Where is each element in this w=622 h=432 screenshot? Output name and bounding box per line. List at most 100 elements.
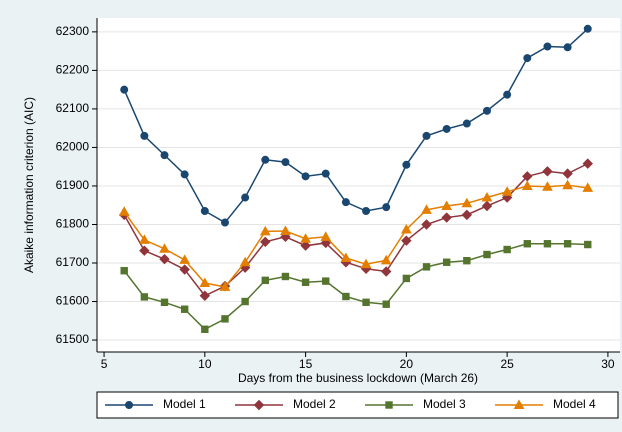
marker [542,166,553,177]
marker [120,85,129,94]
marker [523,54,532,63]
marker [543,240,552,248]
marker [442,124,451,133]
legend-marker [385,401,393,409]
marker [301,172,310,181]
legend-label: Model 1 [163,397,206,411]
x-tick-label: 5 [101,357,108,371]
marker [140,293,149,301]
marker [300,240,311,251]
marker [422,131,431,140]
y-tick-label: 62200 [56,63,90,77]
x-axis-title: Days from the business lockdown (March 2… [238,371,478,385]
marker [582,158,593,169]
marker [442,258,451,266]
marker [219,281,231,291]
marker [281,272,290,281]
marker [239,256,251,267]
legend-marker [253,399,265,411]
marker [260,236,271,248]
marker [179,264,190,275]
marker [583,24,592,33]
marker [402,160,411,169]
marker [180,305,189,313]
marker [159,253,170,265]
marker [301,278,310,286]
marker [320,231,332,241]
marker [481,200,493,212]
marker [342,292,350,301]
y-axis-title: Akaike information criterion (AIC) [22,97,36,273]
marker [521,180,533,190]
marker [422,263,431,271]
marker [542,181,553,191]
marker [362,298,370,307]
y-tick-label: 61700 [56,255,90,269]
marker [321,169,330,178]
legend-marker [513,399,525,409]
marker [401,235,412,246]
marker [160,298,169,307]
marker [199,290,211,301]
legend-label: Model 4 [553,397,596,411]
series-line [123,184,588,288]
marker [402,274,411,283]
marker [562,168,573,179]
x-tick-label: 10 [198,357,212,371]
marker [139,245,150,256]
marker [543,42,552,51]
marker [582,182,594,192]
marker [221,315,229,323]
marker [503,90,512,99]
marker [159,243,170,253]
marker [441,212,452,223]
marker [341,198,350,207]
marker [120,267,128,275]
y-tick-label: 61600 [56,294,90,308]
marker [503,245,511,254]
marker [563,240,572,248]
marker [241,193,250,202]
marker [381,266,392,277]
plot-area [97,18,620,352]
marker [300,233,311,243]
marker [584,240,592,249]
y-tick-label: 62100 [56,101,90,115]
marker [362,207,371,216]
marker [220,218,229,227]
marker [481,192,493,202]
marker [199,277,211,288]
marker [482,106,491,115]
marker [180,170,189,179]
x-tick-label: 20 [400,357,414,371]
y-tick-label: 61800 [56,217,90,231]
x-tick-label: 15 [299,357,313,371]
marker [241,297,249,306]
marker [562,179,573,190]
marker [461,209,473,221]
marker [421,219,432,230]
x-tick-label: 25 [500,357,514,371]
legend-marker [125,401,133,409]
marker [281,158,290,167]
marker [563,43,572,52]
marker [382,300,390,308]
marker [401,223,412,234]
y-tick-label: 62300 [56,24,90,38]
y-tick-label: 61900 [56,178,90,192]
y-tick-label: 62000 [56,140,90,154]
marker [441,200,453,210]
marker [201,325,209,333]
marker [200,207,209,216]
marker [261,276,269,285]
series-line [123,28,589,224]
marker [261,155,270,164]
marker [259,225,271,236]
x-tick-label: 30 [601,357,615,371]
marker [462,119,471,128]
marker [461,197,473,208]
marker [523,240,531,248]
legend-label: Model 3 [423,397,466,411]
marker [140,131,149,140]
